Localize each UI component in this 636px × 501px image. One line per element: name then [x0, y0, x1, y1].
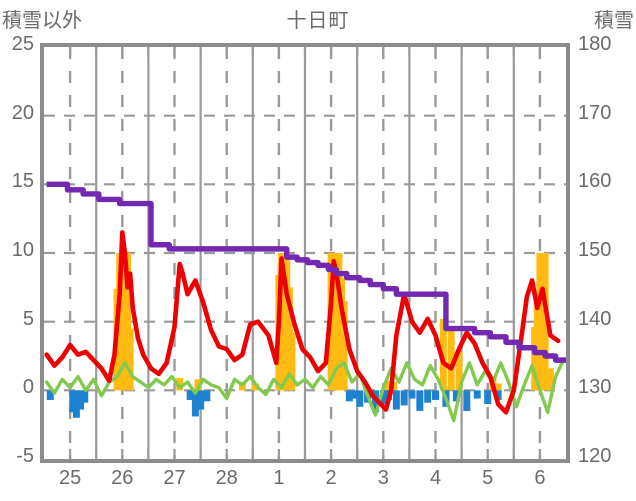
bar: [72, 390, 80, 418]
chart-svg: [44, 47, 566, 459]
bar: [447, 327, 455, 391]
x-axis-tick-label: 6: [534, 467, 546, 489]
x-axis-tick-label: 2: [325, 467, 337, 489]
right-axis-tick-label: 130: [578, 376, 612, 399]
bar: [379, 390, 387, 405]
right-axis-tick-label: 180: [578, 33, 612, 55]
bar: [473, 390, 481, 399]
x-axis-tick-label: 27: [163, 467, 186, 489]
series-line-wind: [44, 358, 566, 423]
bar: [186, 390, 194, 400]
bar: [463, 390, 471, 411]
x-axis-tick-label: 5: [482, 467, 494, 489]
bar: [203, 390, 211, 402]
left-axis-tick-label: 25: [11, 33, 34, 55]
bar: [351, 390, 359, 399]
left-axis-tick-label: -5: [16, 445, 34, 467]
bar: [455, 351, 463, 391]
bar: [288, 332, 296, 391]
right-axis-tick-label: 170: [578, 101, 612, 124]
left-axis-tick-label: 10: [11, 239, 34, 261]
x-axis-tick-label: 26: [111, 467, 134, 489]
bar: [194, 379, 202, 391]
bar: [484, 390, 492, 405]
series-line-temperature: [44, 230, 561, 415]
bar: [424, 390, 432, 403]
bar: [340, 301, 348, 391]
bar: [494, 390, 502, 400]
left-axis-tick-label: 15: [11, 170, 34, 193]
right-axis-tick-label: 120: [578, 445, 612, 467]
axis-tick-marks: [69, 47, 541, 459]
x-axis-tick-label: 1: [273, 467, 285, 489]
left-axis-tick-label: 0: [22, 376, 34, 399]
bar: [345, 390, 353, 402]
bar: [356, 390, 364, 407]
x-axis-tick-label: 28: [215, 467, 238, 489]
bar: [546, 368, 554, 391]
plot-area: [40, 43, 570, 463]
chart-title: 十日町: [286, 10, 350, 32]
bar: [432, 390, 439, 400]
plot-inner: [44, 47, 566, 459]
series-line-snow-depth: [46, 181, 566, 363]
x-axis-tick-label: 3: [377, 467, 389, 489]
bar: [197, 390, 205, 410]
bar: [494, 383, 502, 391]
bar: [400, 390, 408, 406]
right-axis-tick-label: 160: [578, 170, 612, 193]
right-axis-tick-label: 150: [578, 239, 612, 261]
bar: [124, 253, 132, 391]
bar: [81, 390, 89, 403]
bar: [452, 390, 460, 402]
bar: [69, 390, 77, 413]
series-bars-snowfall: [46, 390, 502, 418]
x-axis-tick-label: 4: [429, 467, 442, 489]
bar: [176, 377, 184, 391]
x-axis-tick-label: 25: [58, 467, 82, 489]
bar: [251, 383, 259, 391]
bar: [191, 390, 199, 417]
bar: [126, 328, 134, 391]
bar: [541, 253, 549, 391]
left-axis-tick-label: 20: [11, 101, 34, 124]
bar: [77, 390, 85, 410]
bar: [46, 390, 54, 400]
bar: [416, 390, 424, 411]
left-axis-title: 積雪以外: [2, 10, 82, 32]
right-axis-title: 積雪: [594, 10, 634, 32]
left-axis-tick-label: 5: [22, 307, 34, 330]
bar: [392, 390, 400, 410]
bar: [385, 380, 393, 391]
right-axis-tick-label: 140: [578, 307, 612, 330]
bar: [408, 390, 416, 399]
